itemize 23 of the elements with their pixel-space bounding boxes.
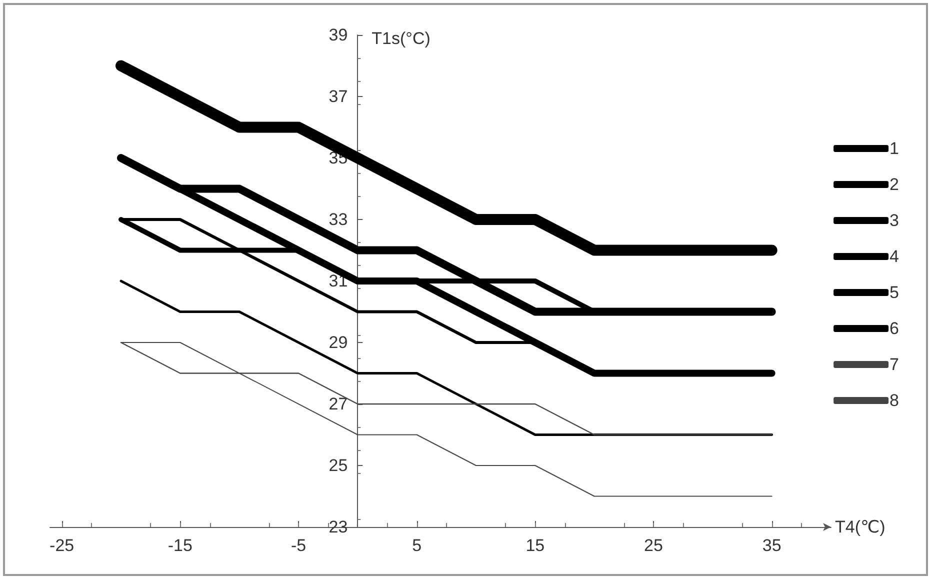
legend-label: 7 [890, 355, 900, 374]
legend-label: 6 [890, 319, 900, 338]
legend-label: 8 [890, 391, 900, 410]
x-axis-title: T4(℃) [835, 518, 886, 536]
legend-label: 1 [890, 139, 900, 158]
y-tick-label: 37 [328, 87, 348, 106]
legend-label: 2 [890, 175, 900, 194]
y-tick-label: 25 [328, 456, 348, 475]
y-tick-label: 39 [328, 26, 348, 44]
y-tick-label: 33 [328, 210, 348, 229]
x-tick-label: 5 [412, 536, 422, 555]
x-tick-label: -25 [50, 536, 74, 555]
x-tick-label: 35 [762, 536, 782, 555]
x-tick-label: 15 [526, 536, 545, 555]
x-tick-label: 25 [644, 536, 663, 555]
y-tick-label: 27 [328, 394, 348, 414]
y-axis-title: T1s(°C) [372, 29, 430, 48]
legend-label: 5 [890, 283, 900, 302]
legend-label: 4 [890, 247, 900, 266]
x-tick-label: -15 [168, 536, 192, 555]
legend-label: 3 [890, 211, 900, 230]
x-tick-label: -5 [290, 536, 306, 555]
y-tick-label: 29 [328, 333, 348, 352]
